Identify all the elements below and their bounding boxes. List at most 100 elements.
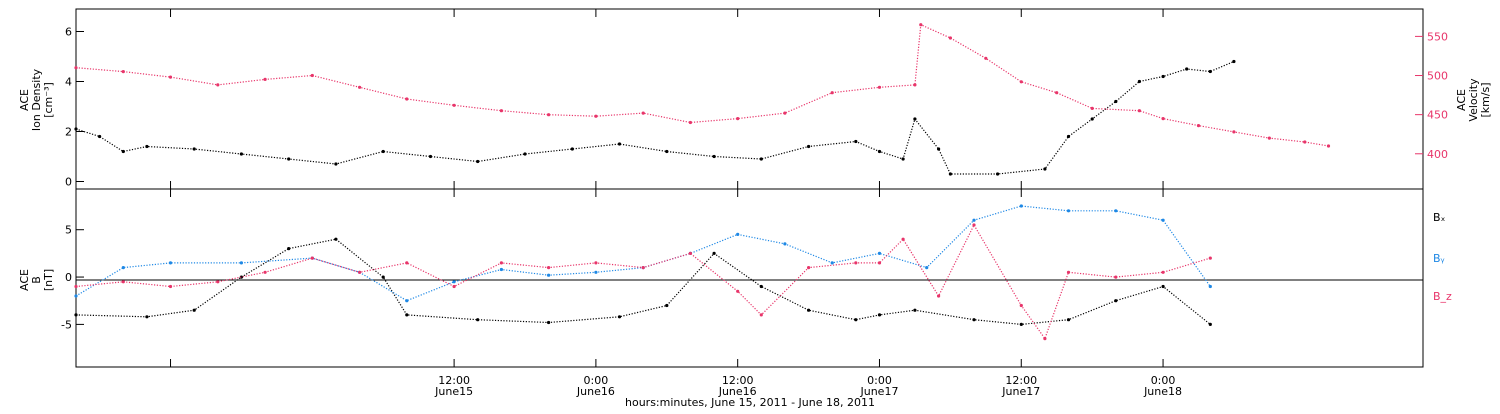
- x-tick-label-time: 12:00: [722, 374, 754, 387]
- y-tick-label-left: 5: [65, 224, 72, 237]
- data-point: [736, 117, 740, 121]
- bottom-ylabel-line1: ACE: [18, 269, 31, 291]
- top-right-ylabel-line1: ACE: [1455, 89, 1468, 111]
- y-tick-label-left: 0: [65, 271, 72, 284]
- series-trace: [75, 238, 1211, 326]
- data-point: [168, 75, 173, 79]
- x-axis: 12:00June150:00June1612:00June160:00June…: [170, 9, 1182, 398]
- data-point: [570, 147, 574, 151]
- data-point: [996, 172, 1000, 176]
- data-point: [1208, 284, 1212, 289]
- data-point: [641, 111, 645, 115]
- data-point: [1161, 74, 1165, 79]
- top-ylabel-line3: [cm⁻³]: [42, 82, 55, 118]
- data-point: [712, 154, 716, 159]
- data-point: [239, 261, 243, 265]
- x-tick-label-date: June16: [718, 385, 757, 398]
- series-trace: [75, 205, 1211, 302]
- legend-bz: B_z: [1433, 290, 1452, 303]
- legend-bx: Bₓ: [1433, 211, 1446, 224]
- x-tick-label-date: June15: [434, 385, 473, 398]
- data-point: [428, 154, 433, 159]
- legend-by: Bᵧ: [1433, 252, 1445, 265]
- y-tick-label-left: 2: [65, 126, 72, 139]
- series-trace: [75, 223, 1211, 340]
- data-point: [1114, 275, 1118, 279]
- bottom-ticks: -5 0 5: [61, 224, 84, 331]
- y-tick-label-left: -5: [61, 318, 72, 331]
- x-tick-label-date: June16: [576, 385, 615, 398]
- x-tick-label-time: 12:00: [438, 374, 470, 387]
- data-point: [1066, 209, 1071, 213]
- series-trace: [75, 60, 1235, 175]
- y-tick-label-right: 550: [1427, 30, 1448, 43]
- data-point: [523, 152, 527, 156]
- x-tick-label-date: June17: [859, 385, 898, 398]
- series-trace: [75, 23, 1329, 147]
- top-ticks: 0 2 4 6 400 450 500 550: [65, 26, 1448, 189]
- data-point: [1196, 124, 1201, 128]
- bottom-panel-frame: [75, 188, 1424, 368]
- bottom-ylabel-line3: [nT]: [42, 269, 55, 291]
- data-point: [452, 103, 456, 107]
- top-panel-frame: [75, 8, 1424, 190]
- data-point: [1137, 79, 1141, 84]
- data-point: [972, 318, 976, 322]
- x-tick-label-time: 0:00: [867, 374, 892, 387]
- data-point: [1303, 140, 1307, 144]
- data-point: [334, 237, 338, 241]
- data-point: [121, 280, 125, 284]
- top-panel: ACE Ion Density [cm⁻³] ACE Velocity [km/…: [18, 8, 1492, 190]
- x-tick-label-time: 12:00: [1005, 374, 1037, 387]
- data-point: [854, 318, 858, 322]
- x-tick-label-time: 0:00: [584, 374, 609, 387]
- y-tick-label-right: 450: [1427, 109, 1448, 122]
- bottom-marks: [74, 204, 1212, 341]
- y-tick-label-left: 0: [65, 176, 72, 189]
- data-point: [476, 318, 480, 322]
- data-point: [1066, 270, 1071, 274]
- data-point: [168, 284, 173, 289]
- data-point: [665, 149, 669, 154]
- y-tick-label-right: 400: [1427, 148, 1448, 161]
- x-tick-label-date: June18: [1143, 385, 1182, 398]
- data-point: [1019, 322, 1023, 326]
- data-point: [121, 149, 125, 154]
- data-point: [1232, 59, 1236, 64]
- data-point: [476, 159, 480, 164]
- y-tick-label-left: 4: [65, 76, 72, 89]
- data-point: [1326, 144, 1331, 148]
- top-ylabel-line2: Ion Density: [30, 68, 43, 131]
- y-tick-label-right: 500: [1427, 70, 1448, 83]
- x-axis-title: hours:minutes, June 15, 2011 - June 18, …: [625, 396, 875, 409]
- data-point: [216, 280, 220, 284]
- bottom-ylabel-line2: B: [30, 276, 43, 284]
- x-tick-label-time: 0:00: [1151, 374, 1176, 387]
- x-tick-label-date: June17: [1001, 385, 1040, 398]
- data-point: [913, 83, 917, 87]
- top-marks: [74, 23, 1331, 176]
- data-point: [145, 144, 149, 149]
- data-point: [1208, 322, 1212, 326]
- data-point: [168, 261, 173, 265]
- data-point: [877, 251, 882, 255]
- data-point: [594, 114, 598, 118]
- data-point: [665, 303, 669, 308]
- data-point: [688, 120, 693, 125]
- top-right-ylabel-line3: [km/s]: [1479, 82, 1492, 117]
- y-tick-label-left: 6: [65, 26, 72, 39]
- top-right-ylabel-line2: Velocity: [1467, 78, 1480, 122]
- top-ylabel-line1: ACE: [18, 89, 31, 111]
- data-point: [617, 142, 622, 146]
- data-point: [736, 232, 740, 236]
- data-point: [547, 113, 551, 117]
- bottom-panel: ACE B [nT] Bₓ Bᵧ B_z -5 0 5: [18, 188, 1452, 368]
- data-point: [1066, 318, 1071, 322]
- data-point: [499, 109, 503, 113]
- data-point: [1043, 167, 1047, 171]
- data-point: [1114, 209, 1118, 213]
- data-point: [617, 315, 622, 319]
- data-point: [405, 261, 409, 265]
